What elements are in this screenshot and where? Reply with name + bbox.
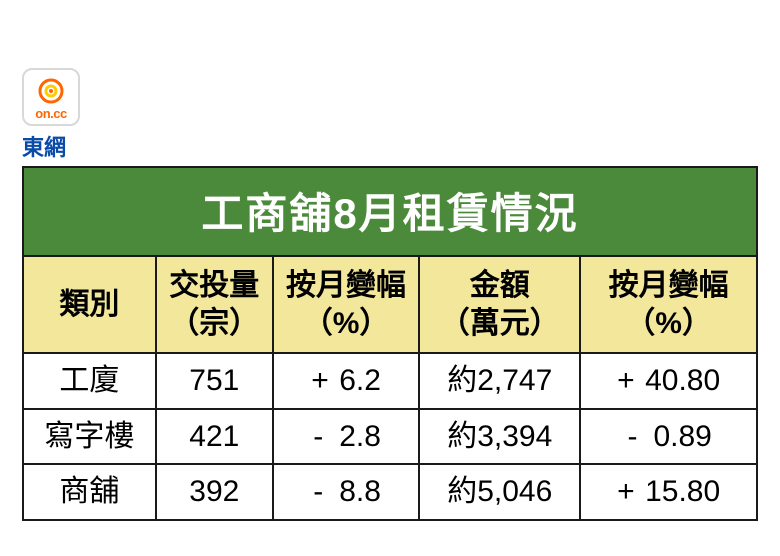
header-text: 交投量 [161, 267, 268, 305]
cell-change-amt: -0.89 [580, 409, 756, 465]
table-body: 工廈 751 +6.2 約2,747 +40.80 寫字樓 421 -2.8 約… [24, 353, 756, 519]
rental-table: 類別 交投量 （宗） 按月變幅 （%） 金額 （萬元） 按月變幅 （%） [24, 257, 756, 519]
table-row: 商舖 392 -8.8 約5,046 +15.80 [24, 464, 756, 519]
cell-volume: 751 [156, 353, 273, 409]
col-header-volume: 交投量 （宗） [156, 257, 273, 353]
header-text: 按月變幅 [278, 267, 414, 305]
col-header-mom-change-vol: 按月變幅 （%） [273, 257, 419, 353]
source-logo-block: on.cc 東網 [22, 68, 80, 162]
header-unit: （萬元） [424, 305, 575, 343]
oncc-logo-icon [37, 77, 65, 105]
header-text: 類別 [59, 288, 119, 321]
table-header-row: 類別 交投量 （宗） 按月變幅 （%） 金額 （萬元） 按月變幅 （%） [24, 257, 756, 353]
header-unit: （宗） [161, 305, 268, 343]
cell-category: 工廈 [24, 353, 156, 409]
header-unit: （%） [585, 305, 752, 343]
header-text: 按月變幅 [585, 267, 752, 305]
cell-change-amt: +15.80 [580, 464, 756, 519]
cell-amount: 約2,747 [419, 353, 580, 409]
cell-amount: 約3,394 [419, 409, 580, 465]
cell-change-vol: -8.8 [273, 464, 419, 519]
col-header-category: 類別 [24, 257, 156, 353]
cell-amount: 約5,046 [419, 464, 580, 519]
cell-category: 商舖 [24, 464, 156, 519]
header-text: 金額 [424, 267, 575, 305]
cell-volume: 421 [156, 409, 273, 465]
table-title: 工商舖8月租賃情況 [24, 168, 756, 257]
cell-volume: 392 [156, 464, 273, 519]
cell-change-amt: +40.80 [580, 353, 756, 409]
oncc-logo-text: on.cc [35, 106, 66, 121]
rental-table-container: 工商舖8月租賃情況 類別 交投量 （宗） 按月變幅 （%） 金額 （萬元） [22, 166, 758, 521]
oncc-logo: on.cc [22, 68, 80, 126]
header-unit: （%） [278, 305, 414, 343]
cell-change-vol: +6.2 [273, 353, 419, 409]
source-name: 東網 [22, 130, 80, 162]
col-header-mom-change-amt: 按月變幅 （%） [580, 257, 756, 353]
cell-category: 寫字樓 [24, 409, 156, 465]
cell-change-vol: -2.8 [273, 409, 419, 465]
table-row: 工廈 751 +6.2 約2,747 +40.80 [24, 353, 756, 409]
col-header-amount: 金額 （萬元） [419, 257, 580, 353]
table-row: 寫字樓 421 -2.8 約3,394 -0.89 [24, 409, 756, 465]
